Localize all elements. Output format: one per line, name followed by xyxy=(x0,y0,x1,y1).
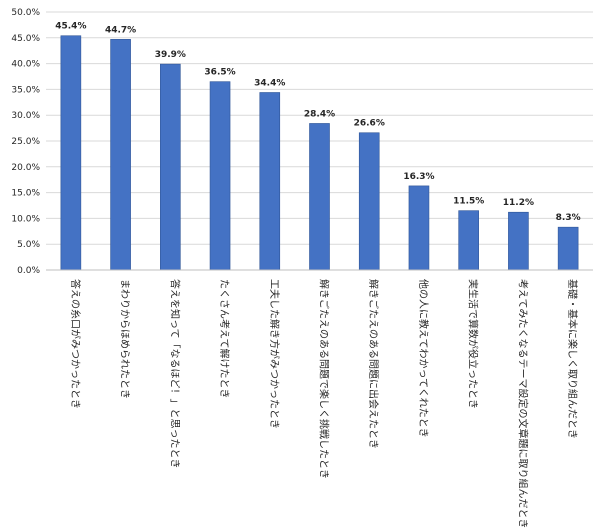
category-label: 解きごたえのある問題で楽しく挑戦したとき xyxy=(318,279,331,479)
y-tick-label: 45.0% xyxy=(11,34,40,44)
category-label: 工夫した解き方がみつかったとき xyxy=(268,279,281,429)
category-label: まわりからほめられたとき xyxy=(119,279,131,399)
data-label: 28.4% xyxy=(304,109,335,119)
data-label: 34.4% xyxy=(254,78,285,88)
data-label: 16.3% xyxy=(403,172,434,182)
data-label: 26.6% xyxy=(354,119,385,129)
y-tick-label: 0.0% xyxy=(17,266,40,276)
data-labels: 45.4% 44.7% 39.9% 36.5% 34.4% 28.4% 26.6% 16.3%… xyxy=(55,22,580,223)
y-tick-label: 50.0% xyxy=(11,8,40,18)
category-labels: 答えの糸口がみつかったとき まわりからほめられたとき 答えを知って「なるほど！」と思… xyxy=(69,279,579,529)
data-label: 45.4% xyxy=(55,22,86,32)
bar xyxy=(60,35,82,271)
y-tick-label: 20.0% xyxy=(11,163,40,173)
bar xyxy=(110,39,131,271)
category-label: たくさん考えて解けたとき xyxy=(218,279,231,399)
bar xyxy=(259,92,281,271)
data-label: 11.2% xyxy=(503,198,534,208)
bars xyxy=(60,35,579,271)
bar xyxy=(408,185,430,271)
category-label: 答えの糸口がみつかったとき xyxy=(69,279,82,409)
data-label: 11.5% xyxy=(453,197,484,207)
bar xyxy=(358,132,380,271)
data-label: 8.3% xyxy=(556,213,581,223)
category-label: 実生活で算数が役立ったとき xyxy=(467,279,480,409)
y-tick-label: 10.0% xyxy=(11,214,40,224)
bar xyxy=(508,211,529,271)
y-tick-label: 25.0% xyxy=(11,137,40,147)
y-axis-tick-labels: 0.0% 5.0% 10.0% 15.0% 20.0% 25.0% 30.0% 35.0% 40… xyxy=(11,8,40,276)
y-tick-label: 35.0% xyxy=(11,85,40,95)
category-label: 基礎・基本に楽しく取り組んだとき xyxy=(566,279,579,439)
bar xyxy=(557,226,579,271)
y-tick-label: 40.0% xyxy=(11,60,40,70)
y-tick-label: 15.0% xyxy=(11,189,40,199)
bar xyxy=(458,210,479,271)
data-label: 39.9% xyxy=(155,50,186,60)
data-label: 44.7% xyxy=(105,25,136,35)
category-label: 解きごたえのある問題に出会えたとき xyxy=(367,279,380,449)
bar xyxy=(309,123,330,271)
y-tick-label: 5.0% xyxy=(17,240,40,250)
bar xyxy=(160,63,181,271)
category-label: 答えを知って「なるほど！」と思ったとき xyxy=(168,279,181,469)
category-label: 他の人に教えてわかってくれたとき xyxy=(417,279,430,438)
bar xyxy=(209,81,231,271)
y-tick-label: 30.0% xyxy=(11,111,40,121)
category-label: 考えてみたくなるテーマ設定の文章題に取り組んだとき xyxy=(516,279,529,529)
data-label: 36.5% xyxy=(204,68,235,78)
